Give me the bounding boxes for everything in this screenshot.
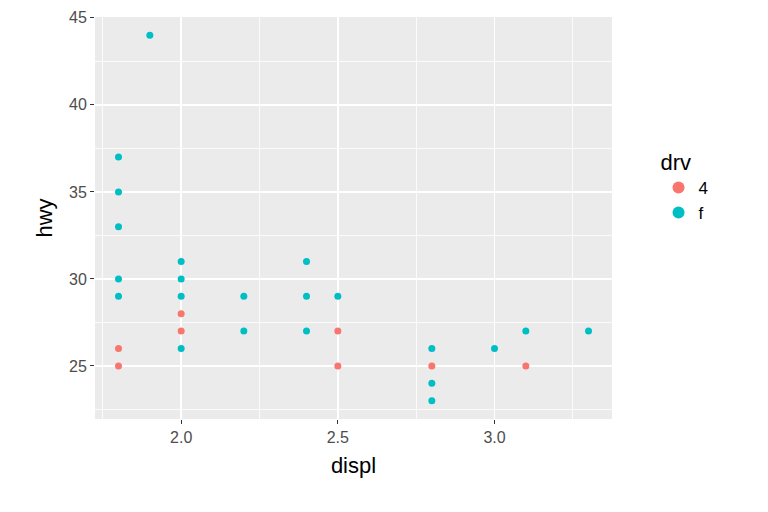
svg-text:f: f	[699, 204, 704, 223]
svg-text:2.5: 2.5	[327, 429, 349, 446]
svg-text:40: 40	[69, 96, 87, 113]
svg-text:drv: drv	[661, 150, 692, 175]
svg-text:30: 30	[69, 271, 87, 288]
svg-text:2.0: 2.0	[170, 429, 192, 446]
svg-text:25: 25	[69, 358, 87, 375]
svg-text:4: 4	[699, 179, 708, 198]
svg-text:3.0: 3.0	[483, 429, 505, 446]
svg-text:displ: displ	[331, 453, 376, 478]
svg-text:hwy: hwy	[32, 198, 57, 237]
svg-text:35: 35	[69, 184, 87, 201]
svg-text:45: 45	[69, 9, 87, 26]
